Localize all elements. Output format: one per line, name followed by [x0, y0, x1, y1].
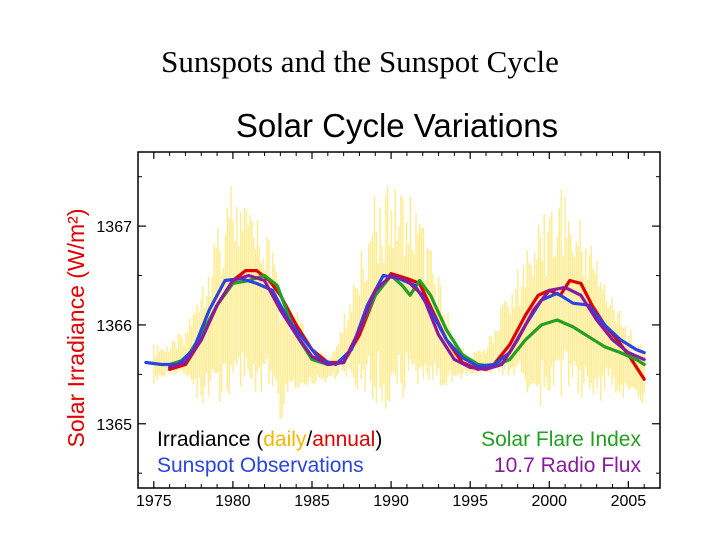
- x-tick-label: 1975: [136, 493, 172, 510]
- legend-text-part: ): [375, 428, 382, 451]
- legend-entry-left: Sunspot Observations: [157, 454, 364, 477]
- x-tick-label: 1995: [452, 493, 488, 510]
- x-tick-label: 1980: [215, 493, 251, 510]
- series-line-10-7-radio-flux: [168, 273, 646, 371]
- y-tick-label: 1367: [96, 219, 132, 236]
- x-tick-label: 2005: [611, 493, 647, 510]
- series-layer: [144, 269, 646, 381]
- legend-entry-right: Solar Flare Index: [481, 428, 641, 451]
- chart-title: Solar Cycle Variations: [236, 107, 558, 144]
- x-tick-label: 2000: [531, 493, 567, 510]
- y-tick-label: 1365: [96, 417, 132, 434]
- legend: Irradiance (daily/annual) Sunspot Observa…: [157, 428, 641, 477]
- slide-title: Sunspots and the Sunspot Cycle: [161, 44, 559, 79]
- legend-text-part: daily: [263, 428, 307, 451]
- axes: 1975 1980 1985 1990 1995 2000 2005 1365 1366 1367: [96, 152, 660, 510]
- legend-text-part: Irradiance (: [157, 428, 263, 451]
- legend-text-part: Sunspot Observations: [157, 454, 364, 477]
- x-tick-label: 1985: [294, 493, 330, 510]
- y-tick-label: 1366: [96, 318, 132, 335]
- legend-text-part: Solar Flare Index: [481, 428, 641, 451]
- y-axis-label: Solar Irradiance (W/m²): [63, 209, 89, 448]
- legend-text-part: 10.7 Radio Flux: [494, 454, 642, 477]
- legend-entry-right: 10.7 Radio Flux: [494, 454, 642, 477]
- x-tick-label: 1990: [373, 493, 409, 510]
- legend-text-part: /: [306, 428, 312, 451]
- legend-entry-left: Irradiance (daily/annual): [157, 428, 382, 451]
- legend-text-part: annual: [312, 428, 375, 451]
